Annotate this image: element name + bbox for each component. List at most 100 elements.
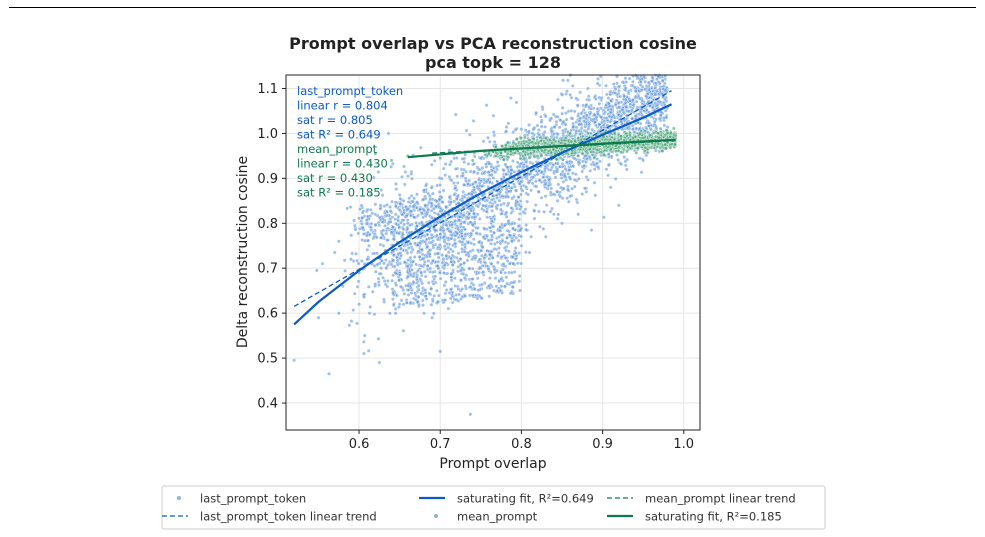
- scatter-point: [384, 231, 389, 236]
- scatter-point: [425, 264, 430, 268]
- scatter-point: [398, 284, 403, 289]
- scatter-point: [411, 199, 415, 204]
- scatter-point: [356, 261, 361, 266]
- scatter-point: [466, 192, 471, 197]
- scatter-point: [351, 308, 356, 312]
- scatter-point: [353, 227, 358, 232]
- scatter-point: [412, 215, 416, 220]
- scatter-point: [461, 267, 466, 272]
- scatter-point: [569, 139, 574, 144]
- scatter-point: [353, 223, 357, 228]
- stat-line: sat R² = 0.649: [297, 128, 381, 142]
- scatter-point: [386, 131, 391, 136]
- stat-line: sat r = 0.430: [297, 171, 373, 185]
- scatter-point: [499, 284, 504, 289]
- scatter-point: [479, 179, 484, 183]
- scatter-point: [444, 223, 449, 228]
- scatter-point: [386, 262, 390, 267]
- x-tick-label: 1.0: [673, 437, 694, 452]
- scatter-point: [442, 270, 446, 275]
- scatter-point: [399, 298, 404, 303]
- scatter-point: [606, 173, 610, 178]
- scatter-point: [418, 277, 423, 282]
- scatter-point: [453, 284, 458, 288]
- scatter-point: [597, 101, 602, 106]
- scatter-point: [456, 287, 461, 291]
- scatter-point: [462, 220, 467, 225]
- scatter-point: [411, 280, 416, 284]
- scatter-point: [462, 261, 467, 265]
- scatter-point: [551, 147, 556, 152]
- scatter-point: [385, 226, 390, 231]
- scatter-point: [548, 161, 553, 166]
- scatter-point: [532, 216, 537, 221]
- scatter-point: [508, 233, 513, 238]
- scatter-point: [549, 186, 554, 191]
- scatter-point: [473, 180, 478, 184]
- scatter-point: [475, 171, 480, 176]
- scatter-point: [583, 124, 588, 129]
- scatter-point: [604, 103, 608, 108]
- scatter-point: [477, 270, 482, 275]
- scatter-point: [647, 120, 652, 125]
- scatter-point: [505, 165, 510, 170]
- scatter-point: [572, 178, 577, 182]
- scatter-point: [517, 181, 522, 186]
- scatter-point: [559, 185, 563, 190]
- scatter-point: [354, 251, 358, 256]
- scatter-point: [568, 194, 572, 199]
- scatter-point: [560, 92, 565, 97]
- scatter-point: [618, 114, 623, 119]
- scatter-point: [558, 156, 563, 160]
- scatter-point: [530, 131, 535, 136]
- scatter-point: [403, 260, 407, 265]
- scatter-point: [596, 111, 600, 116]
- scatter-point: [402, 164, 406, 169]
- scatter-point: [535, 123, 540, 128]
- scatter-point: [388, 205, 392, 209]
- scatter-point: [438, 183, 442, 187]
- scatter-point: [467, 178, 471, 183]
- scatter-point: [592, 167, 597, 172]
- scatter-point: [638, 96, 642, 101]
- scatter-point: [425, 244, 430, 249]
- scatter-point: [511, 226, 515, 231]
- scatter-point: [665, 125, 670, 129]
- scatter-point: [405, 264, 410, 269]
- scatter-point: [431, 282, 436, 286]
- scatter-point: [552, 212, 556, 217]
- scatter-point: [423, 274, 428, 279]
- scatter-point: [475, 165, 480, 170]
- scatter-point: [549, 129, 554, 134]
- scatter-point: [531, 127, 536, 132]
- scatter-point: [427, 291, 432, 296]
- scatter-point: [537, 128, 541, 132]
- scatter-point: [657, 116, 662, 121]
- scatter-point: [602, 215, 606, 220]
- stat-line: linear r = 0.430: [297, 157, 388, 171]
- scatter-point: [555, 161, 560, 166]
- scatter-point: [575, 200, 580, 205]
- scatter-point: [653, 85, 658, 90]
- scatter-point: [592, 180, 597, 185]
- scatter-point: [634, 99, 639, 104]
- scatter-point: [568, 131, 572, 136]
- scatter-point: [559, 141, 564, 145]
- scatter-point: [563, 167, 568, 171]
- scatter-point: [372, 312, 377, 317]
- scatter-point: [543, 164, 548, 169]
- scatter-point: [526, 192, 530, 197]
- scatter-point: [613, 90, 618, 95]
- scatter-point: [458, 211, 463, 216]
- scatter-point: [515, 137, 519, 141]
- scatter-point: [548, 209, 553, 214]
- scatter-point: [516, 261, 520, 266]
- scatter-point: [416, 269, 420, 273]
- scatter-point: [623, 159, 628, 164]
- y-tick-label: 0.5: [257, 352, 278, 367]
- scatter-point: [562, 138, 567, 143]
- scatter-point: [471, 237, 476, 242]
- scatter-point: [606, 163, 611, 168]
- scatter-point: [506, 121, 511, 126]
- scatter-point: [400, 175, 404, 179]
